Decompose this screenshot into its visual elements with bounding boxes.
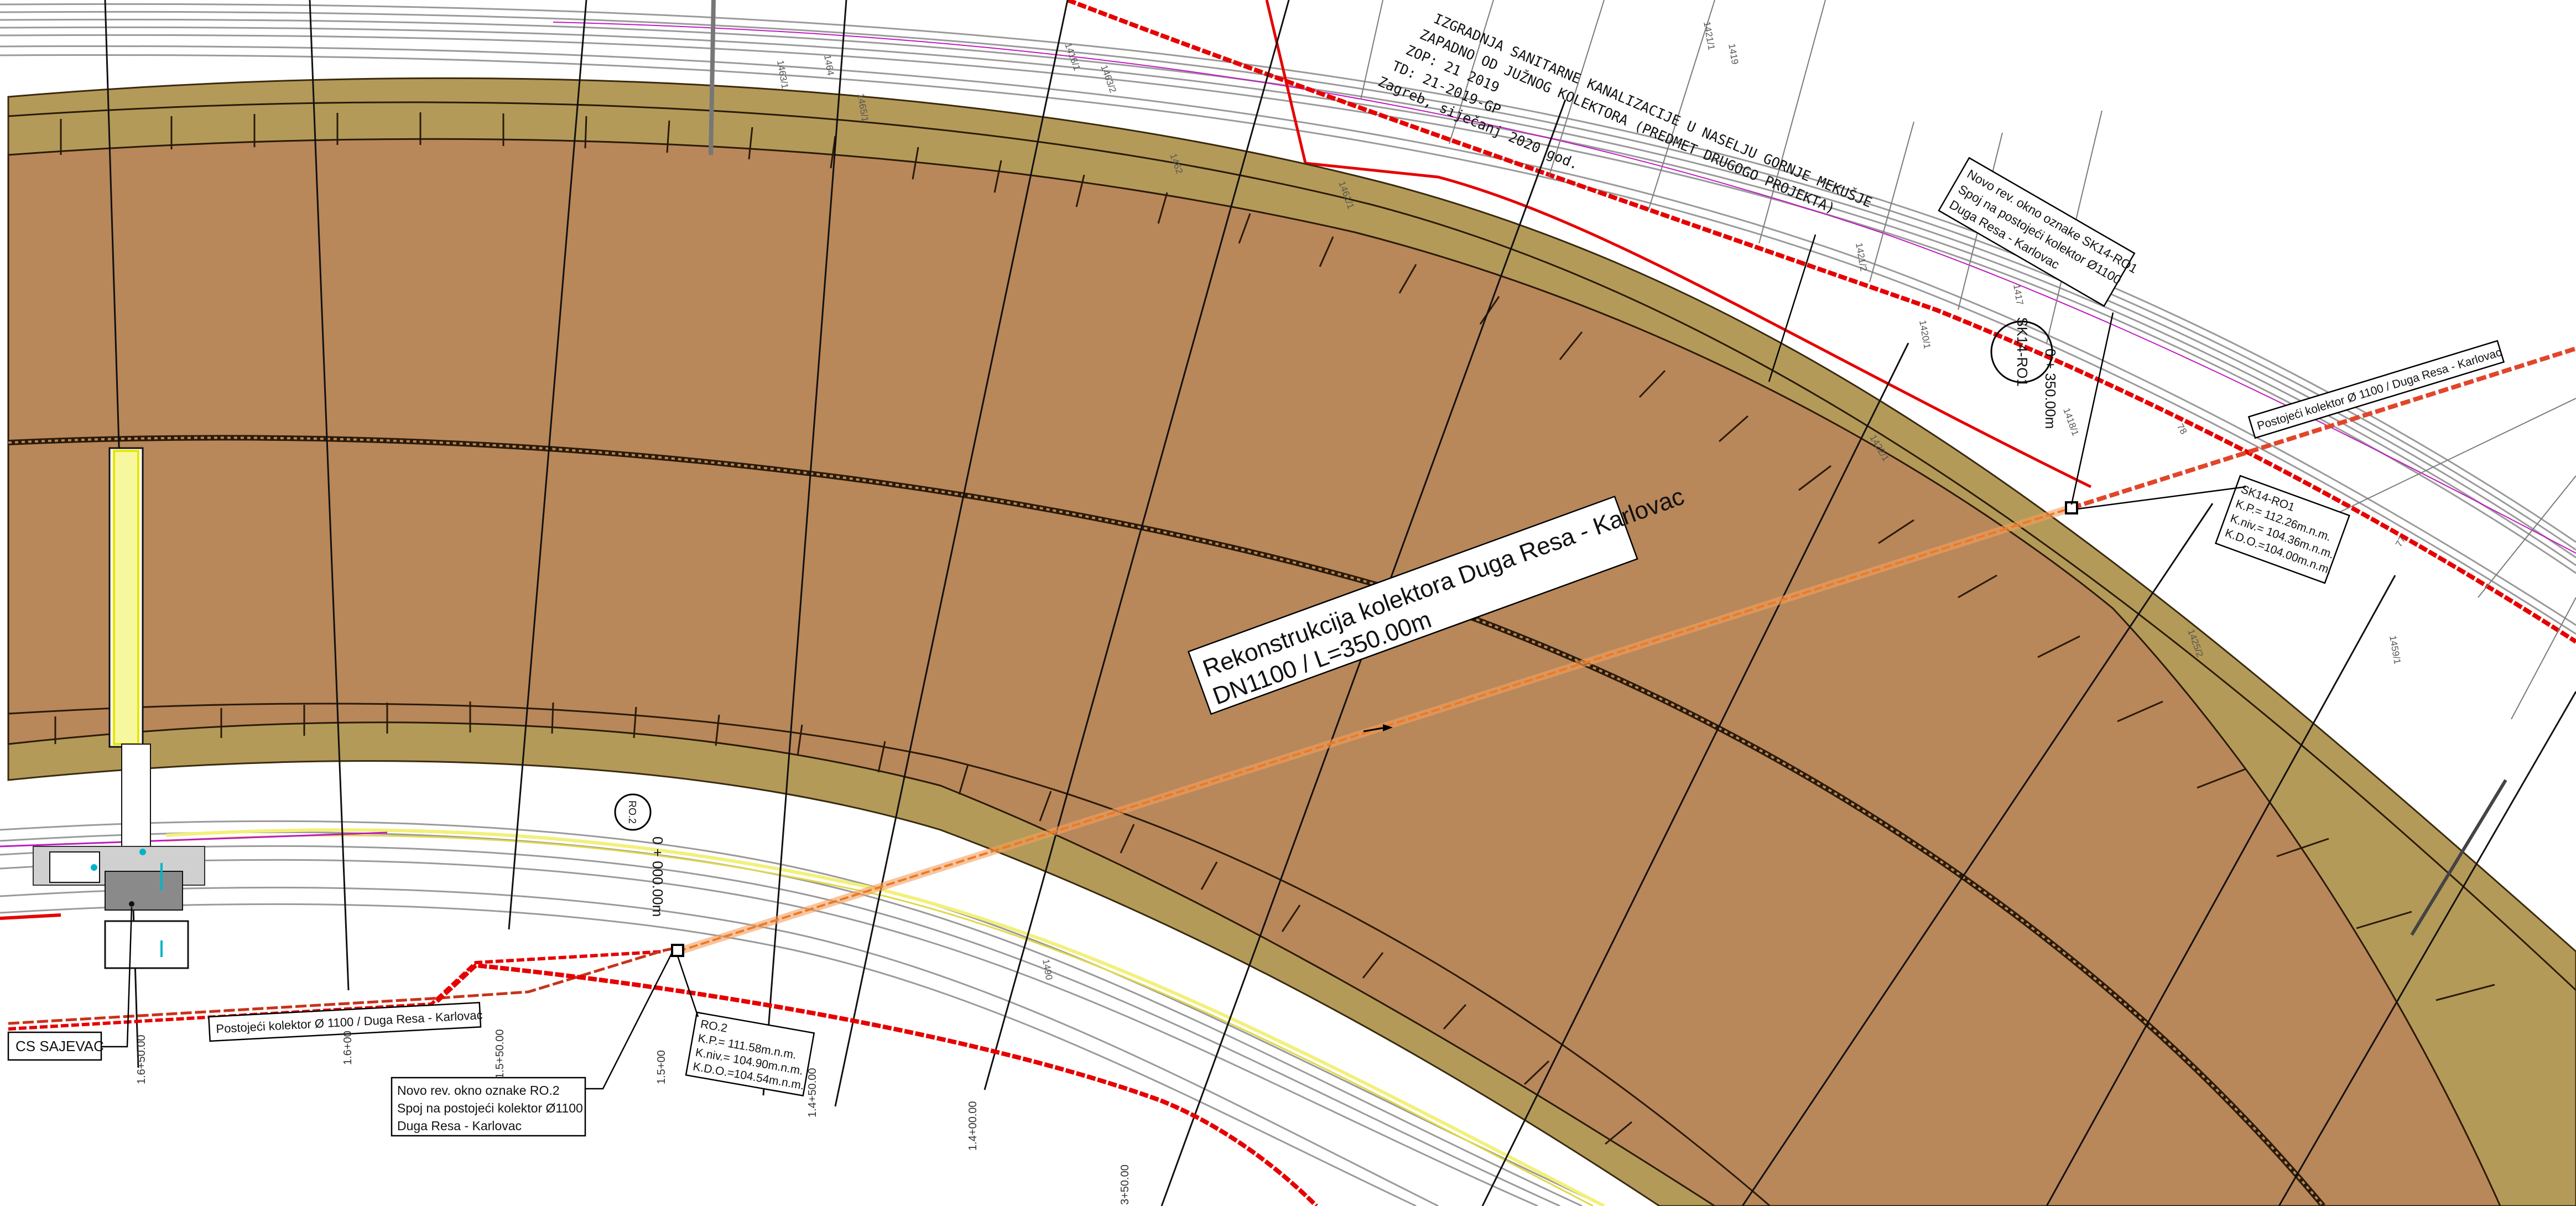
flow-arrow	[1363, 724, 1393, 732]
svg-text:1419: 1419	[1726, 43, 1740, 65]
boundary-line-north	[1066, 0, 2576, 644]
ro2-data-leader	[676, 955, 699, 1017]
ro2-note-line-3: Duga Resa - Karlovac	[397, 1119, 522, 1133]
cs-sajevac-text: CS SAJEVAC	[15, 1038, 104, 1054]
cs-sajevac-label: CS SAJEVAC	[7, 907, 133, 1061]
culvert-line	[2410, 779, 2507, 936]
sk14-data-leader	[2077, 486, 2246, 510]
boundary-line-north-inner	[1265, 0, 2092, 488]
svg-text:1459/1: 1459/1	[2387, 635, 2403, 665]
svg-text:1420/1: 1420/1	[1917, 319, 1933, 350]
station-text-ro2: 0 + 000.00m	[649, 836, 666, 917]
ro2-note-line-2: Spoj na postojeći kolektor Ø1100	[397, 1101, 583, 1115]
svg-text:1464: 1464	[822, 54, 836, 76]
shaft-ro2[interactable]	[671, 944, 684, 957]
pump-station-cs-sajevac	[0, 744, 205, 969]
station-label-2: 1.6+00	[342, 1031, 354, 1065]
station-label-7: 3+50.00	[1119, 1165, 1131, 1205]
station-marker-ro2: RO.2 0 + 000.00m	[614, 793, 666, 917]
road-edge-yellow	[165, 828, 1605, 1206]
road-edge-yellow-2	[165, 834, 1594, 1206]
existing-collector-east	[2070, 346, 2576, 510]
station-circle-label-sk14: SK14-RO1	[2014, 317, 2031, 387]
ro2-note-leader	[585, 952, 673, 1090]
station-text-sk14: 0 + 350.00m	[2042, 349, 2059, 429]
sk14-note-leader	[2070, 312, 2114, 505]
footbridge	[108, 447, 144, 748]
rail-post	[709, 0, 716, 155]
station-label-5: 1.4+50.00	[806, 1068, 819, 1117]
ro2-note-line-1: Novo rev. okno oznake RO.2	[397, 1083, 560, 1098]
station-label-1: 1.6+50.00	[136, 1035, 148, 1084]
ro2-data-box: RO.2 K.P.= 111.58m.n.m. K.niv.= 104.90m.…	[685, 1011, 815, 1097]
existing-collector-pipe	[8, 945, 681, 1025]
svg-text:1490: 1490	[1040, 958, 1054, 981]
magenta-line-south	[0, 831, 388, 848]
slope-hatching-north	[8, 101, 2576, 1001]
station-circle-label-ro2: RO.2	[627, 800, 638, 824]
station-label-4: 1.5+00	[655, 1050, 668, 1084]
river-axis	[8, 435, 2325, 1206]
station-label-3: 1.5+50.00	[494, 1029, 506, 1079]
slope-hatching-south	[8, 701, 1771, 1206]
ro2-note: Novo rev. okno oznake RO.2 Spoj na posto…	[391, 1077, 586, 1137]
project-title-leader	[1768, 234, 1817, 382]
station-label-6: 1.4+00.00	[967, 1101, 979, 1151]
rail-lines-north	[0, 3, 2576, 635]
sk14-data-box: SK14-RO1 K.P.= 112.26m.n.m. K.niv.= 104.…	[2214, 475, 2350, 584]
station-marker-sk14: SK14-RO1 0 + 350.00m	[1990, 317, 2059, 429]
river-station-labels: 1.6+50.00 1.6+00 1.5+50.00 1.5+00 1.4+50…	[136, 1029, 1131, 1205]
svg-text:1418/1: 1418/1	[2061, 407, 2081, 437]
boundary-line-south	[435, 963, 1318, 1206]
existing-collector-label-east: Postojeći kolektor Ø 1100 / Duga Resa - …	[2247, 340, 2505, 439]
parcel-lines	[1360, 0, 2576, 720]
